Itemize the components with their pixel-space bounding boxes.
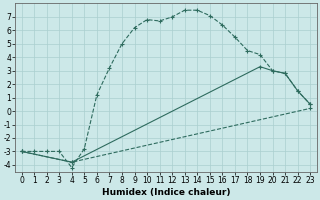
X-axis label: Humidex (Indice chaleur): Humidex (Indice chaleur) (102, 188, 230, 197)
